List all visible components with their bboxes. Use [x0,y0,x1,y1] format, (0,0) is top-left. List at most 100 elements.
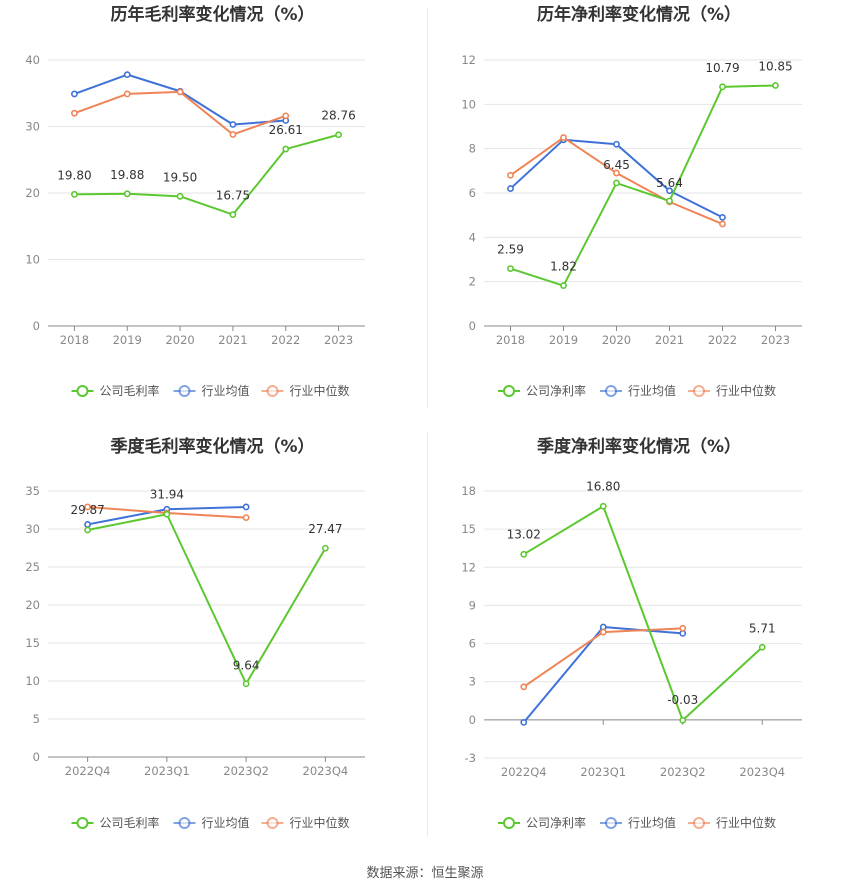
data-point [613,169,620,177]
legend-label: 公司毛利率 [100,383,160,398]
data-label: 1.82 [550,260,577,274]
panel-divider [427,8,428,408]
y-tick-label: 0 [469,713,476,727]
legend-marker [605,817,617,829]
legend-marker [266,385,279,397]
x-tick-label: 2020 [165,333,194,347]
data-point [84,526,92,534]
data-point [229,211,237,219]
x-tick-label: 2018 [496,333,525,347]
y-tick-label: 0 [33,750,40,764]
quarterly-gross-margin-svg: 季度毛利率变化情况（%） 0 5 10 15 20 25 30 35 2022Q4 2023Q1 20… [25,436,365,830]
series-line [74,90,287,136]
legend-label: 公司净利率 [526,815,586,830]
y-tick-label: 6 [469,186,476,200]
data-point [613,140,620,148]
legend-marker [503,817,515,829]
x-tick-label: 2022 [708,333,737,347]
data-point [123,71,131,79]
y-tick-label: 0 [33,319,40,333]
data-point [229,121,237,128]
data-label: 5.71 [749,621,776,635]
series-line [74,133,339,216]
chart-annual-gross-margin: 历年毛利率变化情况（%） 0 10 20 30 40 2018 2019 2020 2021 202… [0,0,425,430]
data-point [666,187,673,195]
chart-quarterly-net-margin: 季度净利率变化情况（%） -3 0 3 6 9 12 15 18 2022Q4 2023Q1 2023… [428,430,850,860]
quarterly-net-margin-svg: 季度净利率变化情况（%） -3 0 3 6 9 12 15 18 2022Q4 2023Q1 2023… [461,436,802,830]
legend-label: 行业均值 [202,815,250,830]
data-point [719,220,726,228]
data-label: 16.75 [216,189,250,203]
legend-marker [178,385,191,397]
data-label: 6.45 [603,158,630,172]
data-point [335,131,342,139]
data-point [507,185,514,192]
data-point [321,544,329,552]
data-label: 13.02 [507,527,541,541]
x-tick-label: 2023Q2 [223,764,269,778]
y-tick-label: 0 [469,319,476,333]
legend-marker [503,385,515,397]
data-point [282,145,290,153]
y-tick-label: -3 [465,751,476,765]
data-point [242,680,250,688]
legend-label: 公司净利率 [526,383,586,398]
legend-marker [76,385,89,397]
legend-label: 公司毛利率 [100,815,160,830]
data-point [176,192,184,200]
y-tick-label: 8 [469,142,476,156]
y-tick-label: 5 [33,712,40,726]
data-point [719,83,726,91]
x-tick-label: 2019 [549,333,578,347]
data-point [520,683,528,691]
data-point [123,90,131,98]
y-tick-label: 10 [461,97,476,111]
legend-item: 行业中位数 [688,383,776,398]
data-point [599,628,607,636]
chart-title: 季度净利率变化情况（%） [537,436,741,457]
x-tick-label: 2021 [218,333,247,347]
data-point [772,82,779,89]
data-label: 19.80 [57,168,91,182]
data-point [71,90,78,98]
data-point [560,282,567,290]
data-point [84,503,92,511]
y-tick-label: 10 [25,674,40,688]
data-point [758,643,766,651]
x-tick-label: 2023Q1 [580,765,626,779]
legend-item: 行业中位数 [261,383,350,398]
data-label: 5.64 [656,176,683,190]
x-tick-label: 2023Q4 [739,765,785,779]
legend-item: 公司净利率 [498,815,586,830]
data-label: -0.03 [667,693,698,707]
data-point [176,88,184,96]
x-tick-label: 2022Q4 [501,765,547,779]
data-point [679,716,687,724]
x-tick-label: 2023 [761,333,790,347]
x-tick-label: 2022 [271,333,300,347]
annual-gross-margin-svg: 历年毛利率变化情况（%） 0 10 20 30 40 2018 2019 2020 2021 202… [25,4,365,398]
legend-item: 行业中位数 [261,815,350,830]
chart-annual-net-margin: 历年净利率变化情况（%） 0 2 4 6 8 10 12 2018 2019 2020 2021 202… [428,0,850,430]
x-tick-label: 2018 [60,333,89,347]
data-label: 19.88 [110,168,144,182]
x-tick-label: 2023Q4 [303,764,349,778]
legend-item: 行业均值 [173,383,250,398]
data-label: 10.79 [705,61,739,75]
data-label: 29.87 [70,503,104,517]
legend-label: 行业中位数 [290,383,350,398]
x-tick-label: 2020 [602,333,631,347]
data-label: 26.61 [269,123,303,137]
data-label: 28.76 [321,109,355,123]
data-label: 19.50 [163,170,197,184]
y-tick-label: 20 [25,186,40,200]
legend-item: 公司毛利率 [71,815,160,830]
data-point [613,179,620,187]
legend-label: 行业均值 [628,815,676,830]
data-point [242,514,250,521]
data-point [507,171,514,179]
x-tick-label: 2023Q2 [660,765,706,779]
data-point [71,190,78,198]
legend-marker [178,817,191,829]
y-tick-label: 15 [25,636,40,650]
